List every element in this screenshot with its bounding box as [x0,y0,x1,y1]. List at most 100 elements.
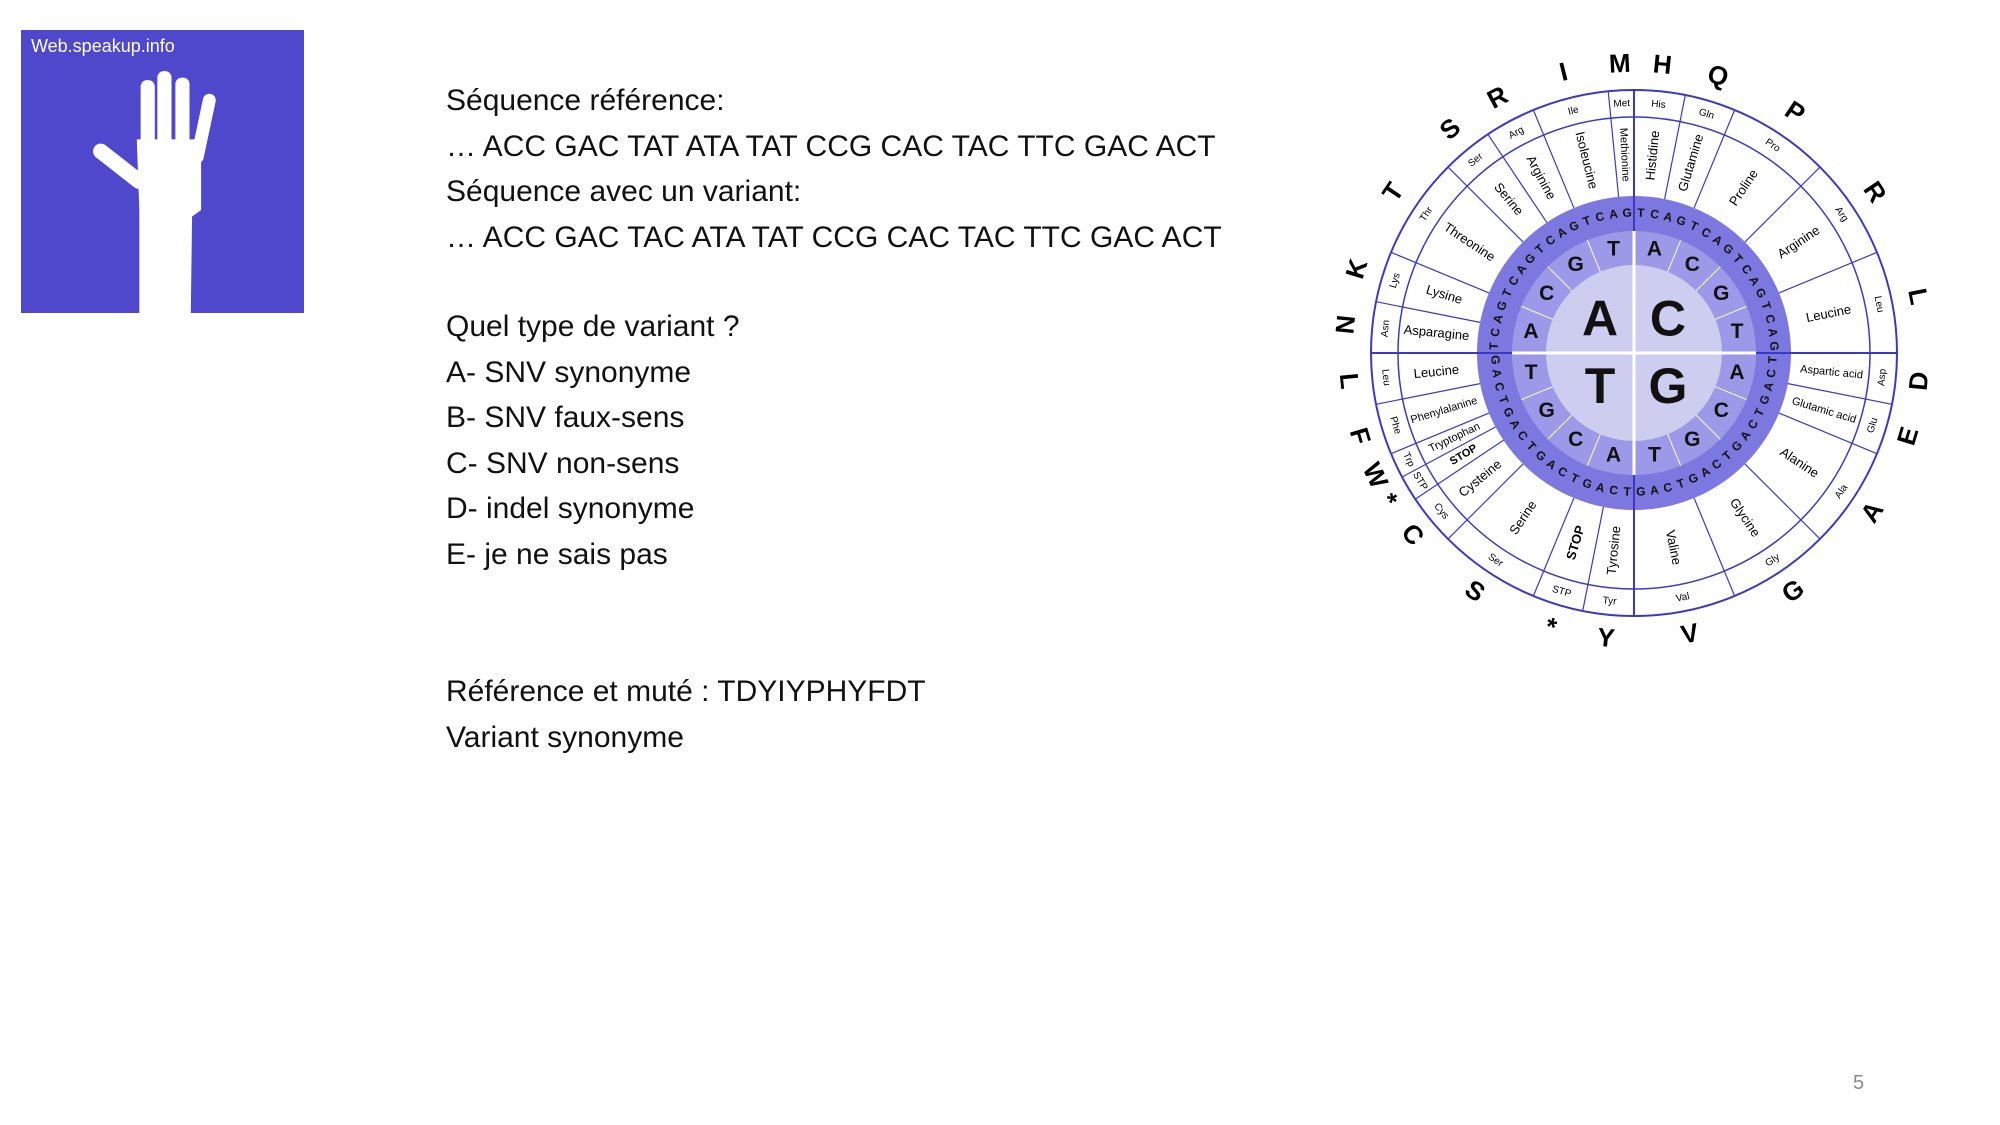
second-base: C [1539,282,1554,305]
amino-acid-letter: L [1334,372,1365,391]
segment-divider [1787,383,1893,405]
second-base: C [1685,253,1700,276]
second-base: A [1523,320,1538,343]
amino-acid-name: Tyrosine [1604,525,1624,575]
amino-acid-letter: S [1460,573,1491,608]
third-base: A [1490,313,1506,325]
amino-acid-letter: W [1357,458,1395,493]
amino-acid-abbr: His [1651,99,1666,111]
text-line: A- SNV synonyme [446,355,692,389]
second-base: G [1539,399,1555,422]
ring-divider [1586,434,1601,466]
amino-acid-abbr: Asn [1380,319,1393,337]
second-base: A [1647,238,1662,261]
hand-icon [93,71,216,313]
amino-acid-abbr: Ile [1567,104,1580,117]
first-base: T [1585,358,1616,414]
text-line: Séquence avec un variant: [446,175,802,208]
sequence-block: Séquence référence: … ACC GAC TAT ATA TAT… [446,78,1222,260]
amino-acid-name: Asparagine [1403,322,1470,343]
second-base: T [1648,444,1661,467]
third-base: C [1764,368,1779,379]
third-base: G [1675,213,1689,229]
segment-divider [1693,497,1736,597]
third-base: C [1662,480,1674,496]
third-base: C [1649,207,1660,222]
amino-acid-letter: * [1373,488,1404,513]
amino-acid-letter: P [1780,94,1811,129]
text-line: B- SNV faux-sens [446,401,685,434]
segment-divider [1607,91,1620,197]
segment-divider [1778,251,1878,294]
amino-acid-name: Valine [1663,529,1685,566]
segment-divider [1401,426,1496,478]
second-base: G [1567,253,1583,276]
ring-divider [1715,305,1747,320]
amino-acid-abbr: STP [1551,584,1573,600]
amino-acid-abbr: Val [1675,591,1691,604]
question-block: Quel type de variant ? A- SNV synonyme B- … [446,304,740,577]
amino-acid-abbr: Met [1613,98,1630,110]
third-base: G [1494,299,1510,313]
amino-acid-letter: S [1434,112,1466,146]
third-base: C [1608,483,1619,498]
ring-divider [1695,414,1721,440]
text-line: Variant synonyme [446,720,684,754]
page-number: 5 [1853,1072,1865,1094]
third-base: G [1581,475,1595,491]
ring-divider [1715,386,1747,401]
text-line: … ACC GAC TAC ATA TAT CCG CAC TAC TTC GA… [446,220,1222,254]
amino-acid-letter: M [1608,48,1631,79]
third-base: T [1623,484,1632,498]
amino-acid-letter: G [1776,573,1809,609]
amino-acid-letter: F [1344,424,1377,448]
second-base: T [1731,320,1744,343]
amino-acid-abbr: Glu [1865,416,1880,434]
third-base: C [1762,313,1778,325]
second-base: A [1606,444,1621,467]
amino-acid-letter: N [1329,314,1361,336]
amino-acid-abbr: Gln [1697,107,1715,122]
third-base: G [1488,355,1502,365]
third-base: G [1767,341,1781,351]
ring-divider [1547,414,1573,440]
text-line: E- je ne sais pas [446,537,668,571]
third-base: A [1761,380,1777,392]
segment-divider [1390,412,1490,455]
third-base: A [1662,209,1674,225]
third-base: C [1594,209,1606,225]
third-base: A [1489,368,1504,379]
logo-text: Web.speakup.info [31,36,175,56]
segment-divider [1414,439,1504,500]
amino-acid-letter: I [1556,56,1570,87]
amino-acid-letter: T [1376,177,1410,207]
segment-divider [1693,109,1736,209]
third-base: A [1649,483,1660,498]
second-base: C [1568,428,1583,451]
amino-acid-name: Histidine [1642,130,1662,181]
second-base: G [1684,428,1700,451]
amino-acid-letter: A [1854,496,1889,528]
third-base: G [1756,393,1772,407]
segment-divider [1390,251,1490,294]
third-base: C [1492,381,1508,393]
amino-acid-abbr: Asp [1876,368,1889,387]
third-base: G [1622,206,1632,220]
text-line: Référence et muté : TDYIYPHYFDT [446,675,926,708]
ring-divider [1547,266,1573,292]
amino-acid-letter: R [1482,79,1513,114]
amino-acid-letter: D [1903,370,1935,392]
third-base: A [1594,480,1606,496]
third-base: G [1636,484,1646,498]
third-base: C [1488,327,1503,338]
first-base: A [1582,290,1618,346]
ring-divider [1695,266,1721,292]
first-base: G [1648,358,1687,414]
segment-divider [1447,463,1524,540]
ring-divider [1586,240,1601,272]
segment-divider [1447,166,1524,243]
amino-acid-letter: Q [1704,58,1732,93]
segment-divider [1582,506,1604,612]
